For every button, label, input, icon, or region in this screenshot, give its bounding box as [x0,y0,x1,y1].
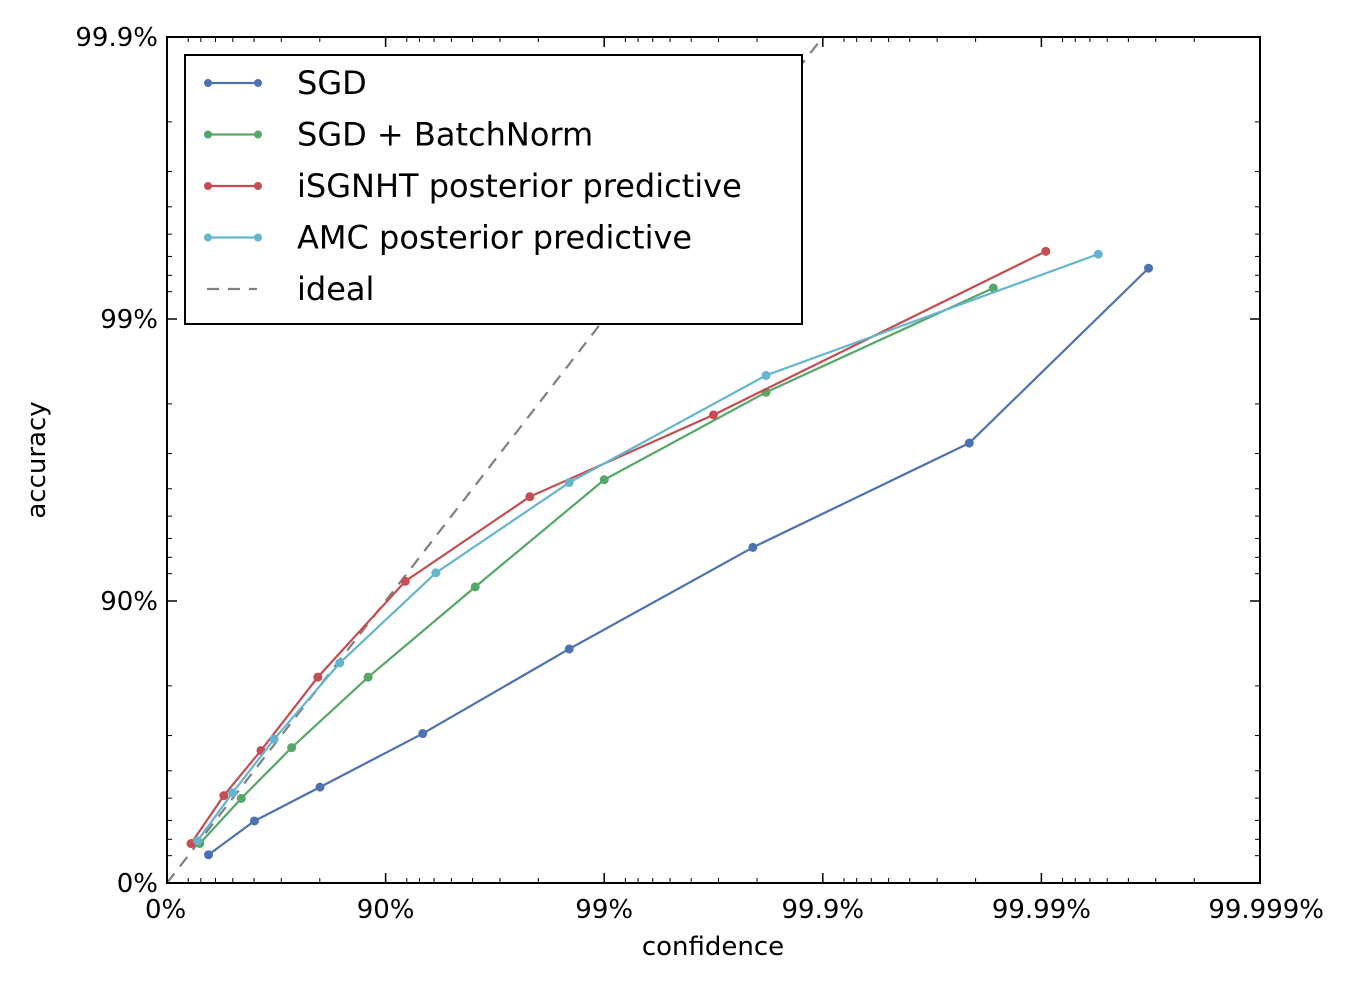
data-point-amc-posterior-predictive [269,734,279,744]
y-tick-label: 0% [117,869,158,899]
x-tick-label: 99% [575,895,633,925]
series-line-sgd [207,267,1150,856]
data-point-isgnht-posterior-predictive [313,672,323,682]
x-tick-label: 99.999% [1208,895,1324,925]
series-line-amc-posterior-predictive [196,253,1099,842]
data-point-sgd [315,782,325,792]
data-point-amc-posterior-predictive [761,370,771,380]
legend: SGD SGD + BatchNorm iSGNHT posterior predi… [184,54,803,325]
data-point-isgnht-posterior-predictive [219,791,229,801]
data-point-sgd [249,816,259,826]
legend-swatch-marker [204,233,212,242]
data-point-sgd [964,438,974,448]
data-point-sgd [204,850,214,860]
x-tick-label: 90% [357,895,415,925]
data-point-sgd [748,542,758,552]
data-point-sgd-batchnorm [236,793,246,803]
data-point-amc-posterior-predictive [1093,249,1103,259]
legend-label: SGD [297,64,367,102]
x-tick-label: 0% [145,895,186,925]
x-axis-label: confidence [642,932,784,962]
y-tick-label: 99% [100,305,158,335]
series-line-sgd-batchnorm [198,286,994,845]
data-point-amc-posterior-predictive [564,478,574,488]
legend-swatch-marker [254,182,262,190]
legend-swatch-marker [204,130,212,139]
data-point-sgd-batchnorm [470,582,480,592]
axes-frame [166,36,1261,884]
data-point-sgd-batchnorm [287,743,297,753]
legend-swatch-marker [254,79,262,87]
legend-label: SGD + BatchNorm [297,116,593,154]
legend-label: iSGNHT posterior predictive [297,167,742,205]
data-point-isgnht-posterior-predictive [400,576,410,586]
legend-label: ideal [297,270,374,308]
series-line-isgnht-posterior-predictive [190,250,1047,845]
x-tick-label: 99.9% [781,895,864,925]
x-tick-label: 99.99% [992,895,1091,925]
y-tick-label: 90% [100,587,158,617]
data-point-isgnht-posterior-predictive [709,410,718,420]
data-point-amc-posterior-predictive [193,836,203,846]
data-point-amc-posterior-predictive [335,658,345,668]
data-point-isgnht-posterior-predictive [1041,246,1051,256]
data-point-amc-posterior-predictive [431,568,441,578]
y-tick-label: 99.9% [75,23,158,53]
legend-swatch-marker [204,182,212,190]
data-point-sgd [1144,263,1154,273]
legend-swatch-marker [204,79,212,87]
data-point-sgd-batchnorm [599,475,609,485]
legend-swatch-marker [254,233,262,242]
data-point-isgnht-posterior-predictive [525,492,535,502]
data-point-amc-posterior-predictive [228,788,238,798]
data-point-sgd [418,729,428,739]
legend-box [184,54,803,325]
data-point-sgd-batchnorm [988,283,998,293]
axis-ticks: 0% 90% 99% 99.9% 99.99% 99.999% 0% 90% 99% 99.9% [75,23,1324,925]
legend-swatch-marker [254,130,262,139]
legend-label: AMC posterior predictive [297,219,692,257]
y-axis-label: accuracy [22,401,52,518]
data-point-sgd [564,644,574,654]
data-point-sgd-batchnorm [363,672,373,682]
